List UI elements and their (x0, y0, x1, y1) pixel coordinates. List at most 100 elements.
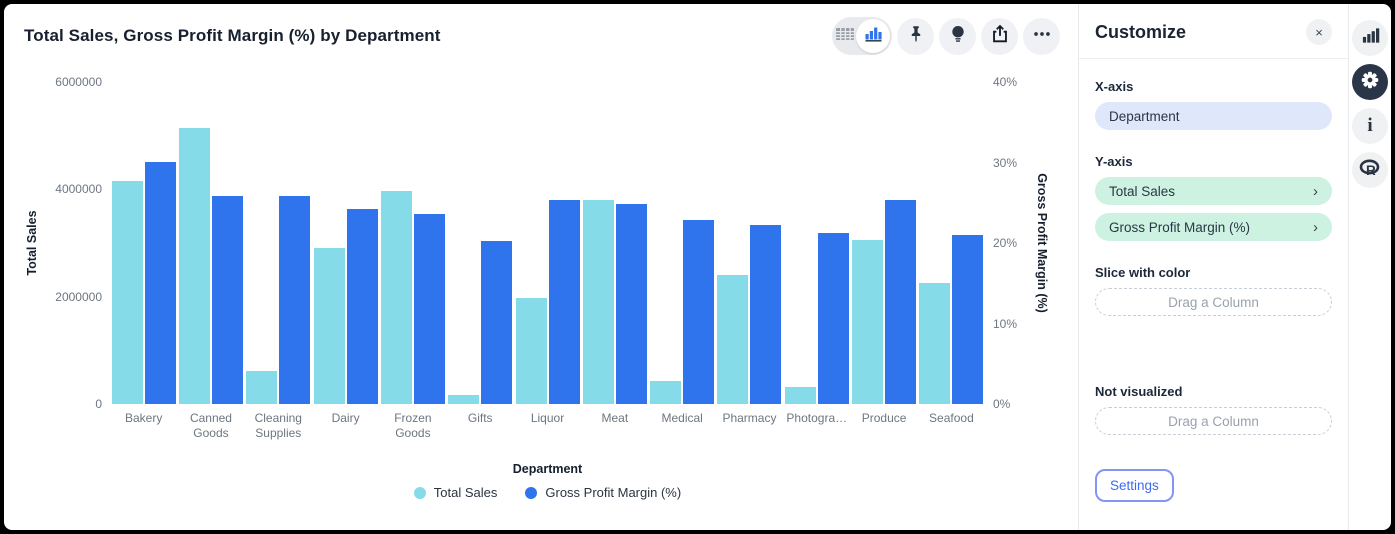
dropzone-placeholder: Drag a Column (1168, 294, 1259, 310)
bar[interactable] (481, 241, 513, 404)
legend-dot (525, 486, 538, 499)
legend-item[interactable]: Gross Profit Margin (%) (525, 485, 681, 500)
bar-group (177, 82, 244, 404)
bar-group (379, 82, 446, 404)
chart-title: Total Sales, Gross Profit Margin (%) by … (24, 26, 441, 45)
left-axis-ticks: 6000000 4000000 2000000 0 (4, 75, 102, 411)
bar[interactable] (111, 181, 143, 404)
bar[interactable] (750, 224, 782, 404)
not-visualized-dropzone[interactable]: Drag a Column (1095, 407, 1332, 435)
bar[interactable] (952, 234, 984, 404)
bar[interactable] (885, 200, 917, 404)
chart-toolbar (832, 17, 1060, 55)
bar-group (649, 82, 716, 404)
bar-group (110, 82, 177, 404)
x-axis-field-label: X-axis (1095, 79, 1134, 94)
right-axis-ticks: 40% 30% 20% 10% 0% (993, 75, 1053, 411)
chart-card: Total Sales, Gross Profit Margin (%) by … (4, 4, 1078, 530)
info-tab-button[interactable]: i (1352, 108, 1388, 144)
axis-tick: 20% (993, 236, 1018, 250)
x-axis-label: Cleaning Supplies (254, 411, 302, 440)
bar-group (514, 82, 581, 404)
x-axis-label: Canned Goods (189, 411, 232, 440)
bar-group (716, 82, 783, 404)
axis-tick: 0 (95, 397, 102, 411)
chevron-right-icon[interactable]: › (1313, 182, 1318, 200)
svg-text:R: R (1366, 163, 1376, 178)
y-axis-field-label: Y-axis (1095, 154, 1133, 169)
bar-chart-icon (1361, 27, 1380, 49)
axis-tick: 10% (993, 316, 1018, 331)
app-window: Total Sales, Gross Profit Margin (%) by … (4, 4, 1391, 530)
customize-panel-body: X-axis Department Y-axis Total Sales › G… (1079, 59, 1348, 502)
x-axis-labels: Bakery Canned Goods Cleaning Supplies Dairy… (110, 411, 985, 441)
bar[interactable] (582, 200, 614, 404)
x-axis-label: Liquor (530, 411, 565, 425)
legend-label: Gross Profit Margin (%) (545, 485, 682, 500)
bar[interactable] (178, 127, 210, 404)
bar[interactable] (346, 209, 378, 404)
legend-item[interactable]: Total Sales (413, 485, 498, 500)
x-axis-label: Frozen Goods (394, 411, 432, 440)
right-icon-strip: i R (1348, 4, 1391, 530)
bar[interactable] (717, 275, 749, 404)
bar[interactable] (211, 195, 243, 404)
legend-label: Total Sales (433, 485, 498, 500)
x-axis-label: Seafood (929, 411, 974, 425)
slice-color-dropzone[interactable]: Drag a Column (1095, 288, 1332, 316)
bar[interactable] (650, 380, 682, 404)
y-axis-column-label: Gross Profit Margin (%) (1109, 219, 1251, 235)
r-logo-icon: R (1358, 158, 1382, 183)
bar[interactable] (615, 204, 647, 404)
lightbulb-icon (947, 23, 969, 50)
bar[interactable] (919, 282, 951, 404)
insights-button[interactable] (939, 17, 976, 55)
view-toggle[interactable] (832, 17, 892, 55)
bar[interactable] (817, 233, 849, 404)
dropzone-placeholder: Drag a Column (1168, 413, 1259, 429)
info-icon: i (1367, 115, 1373, 136)
not-visualized-label: Not visualized (1095, 384, 1183, 399)
pin-button[interactable] (897, 17, 934, 55)
bar[interactable] (683, 220, 715, 404)
chart-view-button[interactable] (856, 19, 890, 53)
table-icon (835, 26, 855, 47)
bar-group (918, 82, 985, 404)
bar[interactable] (380, 190, 412, 404)
x-axis-label: Gifts (467, 411, 493, 425)
x-axis-column-pill[interactable]: Department (1095, 102, 1332, 130)
customize-panel: Customize × X-axis Department Y-axis Tot… (1078, 4, 1348, 530)
bar-group (312, 82, 379, 404)
bar-group (581, 82, 648, 404)
settings-tab-button[interactable] (1352, 64, 1388, 100)
bar[interactable] (784, 387, 816, 404)
panel-title: Customize (1095, 21, 1187, 42)
customize-panel-header: Customize × (1079, 4, 1348, 59)
r-code-tab-button[interactable]: R (1352, 152, 1388, 188)
bar-group (245, 82, 312, 404)
x-axis-label: Medical (661, 411, 703, 425)
y-axis-column-pill[interactable]: Gross Profit Margin (%) › (1095, 213, 1332, 241)
y-axis-column-pill[interactable]: Total Sales › (1095, 177, 1332, 205)
bar[interactable] (144, 161, 176, 404)
bar[interactable] (548, 199, 580, 404)
export-button[interactable] (981, 17, 1018, 55)
x-axis-title: Department (512, 462, 583, 476)
chart-tab-button[interactable] (1352, 20, 1388, 56)
bar[interactable] (246, 370, 278, 404)
ellipsis-icon (1031, 23, 1053, 50)
bar[interactable] (413, 214, 445, 404)
chevron-right-icon[interactable]: › (1313, 218, 1318, 236)
x-axis-label: Bakery (124, 411, 163, 425)
bar[interactable] (448, 394, 480, 404)
close-panel-button[interactable]: × (1306, 19, 1332, 45)
settings-button[interactable]: Settings (1095, 469, 1174, 502)
more-options-button[interactable] (1023, 17, 1060, 55)
bar[interactable] (313, 248, 345, 404)
x-axis-label: Pharmacy (722, 411, 777, 425)
bar[interactable] (852, 239, 884, 404)
bar[interactable] (279, 196, 311, 404)
close-icon: × (1315, 24, 1323, 40)
table-view-button[interactable] (832, 26, 858, 47)
bar[interactable] (515, 297, 547, 404)
